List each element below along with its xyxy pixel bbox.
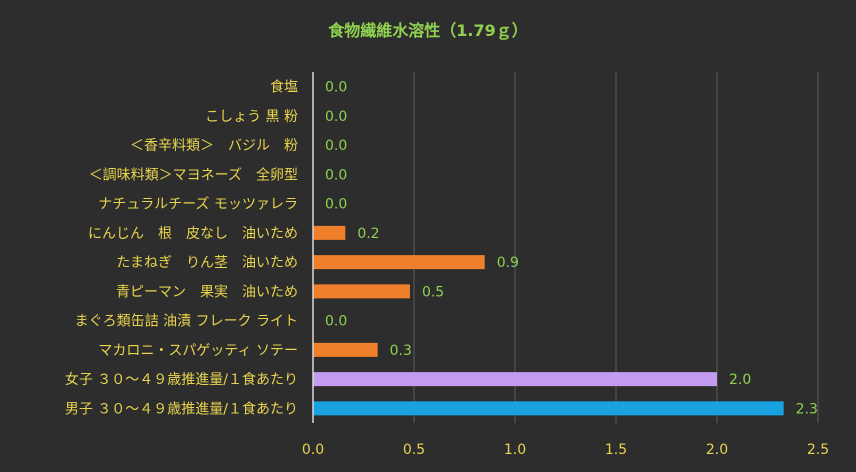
chart-title: 食物繊維水溶性（1.79ｇ） [327,21,527,41]
category-label: ナチュラルチーズ モッツァレラ [98,197,298,213]
bar [313,255,485,270]
category-label: ＜調味料類＞マヨネーズ 全卵型 [89,166,298,183]
data-label: 0.2 [357,226,379,242]
grid-lines [413,72,819,423]
data-label: 0.0 [325,109,347,125]
category-label: まぐろ類缶詰 油漬 フレーク ライト [75,314,298,330]
bars [313,225,784,416]
data-label: 0.0 [325,197,347,213]
category-label: にんじん 根 皮なし 油いため [88,226,298,242]
category-label: たまねぎ りん茎 油いため [116,255,298,271]
value-labels: 0.0 0.0 0.0 0.0 0.0 0.2 0.9 0.5 0.0 0.3 2.0 2.3 [325,80,818,418]
category-label: こしょう 黒 粉 [205,109,298,125]
data-label: 0.9 [497,255,519,271]
data-label: 0.5 [422,284,444,300]
category-label: ＜香辛料類＞ バジル 粉 [130,138,298,154]
bar [313,401,784,416]
bar [313,284,410,299]
x-tick-label: 1.0 [504,442,526,458]
bar [313,225,346,240]
data-label: 0.0 [325,167,347,183]
category-label: マカロニ・スパゲッティ ソテー [98,343,298,359]
x-tick-label: 2.5 [807,442,829,458]
category-label: 女子 ３０～４９歳推進量/１食あたり [65,371,298,388]
data-label: 2.0 [729,372,751,388]
category-label: 青ピーマン 果実 油いため [116,284,298,300]
data-label: 0.0 [325,138,347,154]
x-tick-label: 0.5 [403,442,425,458]
x-tick-label: 2.0 [706,442,728,458]
data-label: 2.3 [796,401,818,417]
x-tick-labels: 0.0 0.5 1.0 1.5 2.0 2.5 [302,442,829,458]
x-tick-label: 0.0 [302,442,324,458]
bar [313,342,378,357]
category-label: 男子 ３０～４９歳推進量/１食あたり [65,400,298,417]
category-label: 食塩 [270,79,298,96]
data-label: 0.0 [325,314,347,330]
x-tick-label: 1.5 [605,442,627,458]
data-label: 0.3 [390,343,412,359]
bar [313,372,717,387]
data-label: 0.0 [325,80,347,96]
